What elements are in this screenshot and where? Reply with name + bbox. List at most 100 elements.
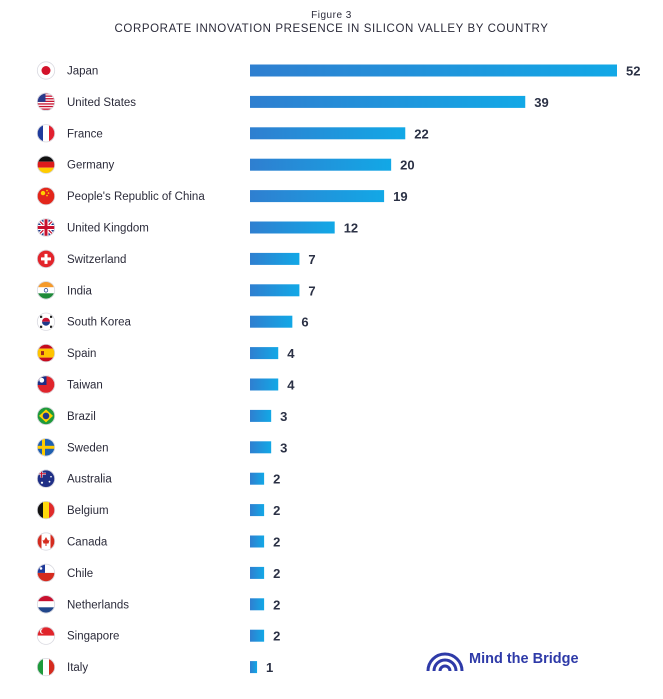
category-label: Sweden [67, 442, 109, 454]
bar-row-chile: Chile 2 [36, 563, 280, 583]
brand-logo: Mind the Bridge [425, 648, 585, 674]
bar [250, 598, 265, 611]
bar [250, 504, 265, 517]
value-label: 2 [273, 629, 280, 644]
bar [250, 95, 526, 108]
bar-row-japan: Japan 52 [36, 61, 640, 80]
bar [250, 378, 279, 391]
bar-row-netherlands: Netherlands 2 [36, 595, 280, 614]
bar [250, 441, 272, 454]
switzerland-flag-icon [36, 249, 56, 268]
category-label: Singapore [67, 631, 119, 643]
value-label: 2 [273, 597, 280, 612]
chart-title: CORPORATE INNOVATION PRESENCE IN SILICON… [114, 23, 549, 35]
bar-row-australia: Australia 2 [36, 469, 280, 488]
value-label: 2 [273, 472, 280, 487]
bar-row-india: India 7 [36, 281, 316, 300]
category-label: India [67, 285, 93, 297]
bridge-logo-icon [426, 652, 464, 672]
singapore-flag-icon [36, 626, 56, 645]
category-label: United Kingdom [67, 223, 149, 235]
value-label: 1 [266, 660, 273, 675]
category-label: France [67, 128, 103, 140]
bar-row-spain: Spain 4 [36, 343, 295, 363]
chile-flag-icon [36, 563, 56, 583]
bar-row-united-kingdom: United Kingdom 12 [36, 218, 358, 237]
belgium-flag-icon [36, 500, 56, 520]
france-flag-icon [36, 124, 56, 143]
category-label: Netherlands [67, 599, 129, 611]
value-label: 7 [308, 283, 315, 298]
value-label: 4 [287, 378, 295, 393]
bar [250, 190, 385, 203]
category-label: Switzerland [67, 254, 126, 266]
bar [250, 566, 265, 579]
bar-row-south-korea: South Korea 6 [36, 312, 309, 331]
united-states-flag-icon [36, 92, 56, 112]
value-label: 12 [344, 221, 358, 236]
bar [250, 661, 258, 674]
bar-row-united-states: United States 39 [36, 92, 549, 112]
bar-row-canada: Canada 2 [36, 532, 280, 551]
value-label: 6 [301, 315, 308, 330]
bar [250, 127, 406, 140]
australia-flag-icon [36, 469, 56, 488]
india-flag-icon [36, 281, 56, 300]
value-label: 2 [273, 566, 280, 581]
value-label: 19 [393, 189, 407, 204]
bar [250, 221, 335, 234]
netherlands-flag-icon [36, 595, 56, 614]
value-label: 22 [414, 126, 428, 141]
value-label: 7 [308, 252, 315, 267]
category-label: Spain [67, 348, 96, 360]
category-label: Chile [67, 568, 93, 580]
bar-row-brazil: Brazil 3 [36, 406, 287, 425]
bar [250, 64, 617, 77]
category-label: Japan [67, 66, 98, 78]
bar [250, 252, 300, 265]
category-label: United States [67, 97, 136, 109]
bar [250, 347, 279, 360]
category-label: South Korea [67, 317, 132, 329]
value-label: 52 [626, 64, 640, 79]
italy-flag-icon [36, 657, 56, 677]
spain-flag-icon [36, 343, 56, 363]
sweden-flag-icon [36, 438, 56, 457]
germany-flag-icon [36, 155, 56, 174]
south-korea-flag-icon [36, 312, 56, 331]
value-label: 4 [287, 346, 295, 361]
canada-flag-icon [36, 532, 56, 551]
category-label: Brazil [67, 411, 96, 423]
value-label: 39 [534, 95, 548, 110]
bar-row-france: France 22 [36, 124, 429, 143]
bar-row-singapore: Singapore 2 [36, 626, 280, 645]
value-label: 3 [280, 409, 287, 424]
figure-label: Figure 3 [311, 10, 352, 21]
category-label: Canada [67, 537, 108, 549]
bar [250, 629, 265, 642]
value-label: 2 [273, 535, 280, 550]
bar-row-belgium: Belgium 2 [36, 500, 280, 520]
brazil-flag-icon [36, 406, 56, 425]
united-kingdom-flag-icon [36, 218, 56, 237]
bar [250, 409, 272, 422]
category-label: People's Republic of China [67, 191, 205, 203]
value-label: 2 [273, 503, 280, 518]
value-label: 20 [400, 158, 414, 173]
bar-row-germany: Germany 20 [36, 155, 415, 174]
bar-row-sweden: Sweden 3 [36, 438, 287, 457]
category-label: Taiwan [67, 380, 103, 392]
bar-row-switzerland: Switzerland 7 [36, 249, 316, 268]
bar-row-people-s-republic-of-china: People's Republic of China 19 [36, 187, 408, 206]
category-label: Australia [67, 474, 112, 486]
china-flag-icon [36, 187, 56, 206]
bar [250, 158, 392, 171]
category-label: Germany [67, 160, 115, 172]
bar [250, 315, 293, 328]
japan-flag-icon [36, 61, 56, 80]
category-label: Belgium [67, 505, 109, 517]
bar-row-italy: Italy 1 [36, 657, 273, 677]
value-label: 3 [280, 440, 287, 455]
taiwan-flag-icon [36, 375, 56, 394]
